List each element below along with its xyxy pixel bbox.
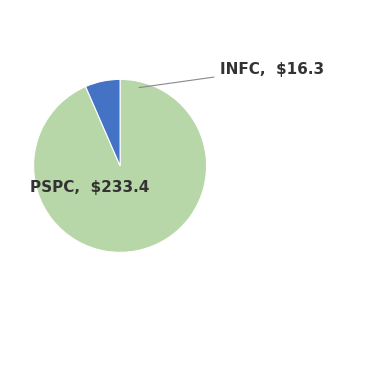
Text: PSPC,  $233.4: PSPC, $233.4 <box>30 180 149 195</box>
Wedge shape <box>86 79 120 166</box>
Text: INFC,  $16.3: INFC, $16.3 <box>139 61 324 87</box>
Wedge shape <box>34 79 206 252</box>
